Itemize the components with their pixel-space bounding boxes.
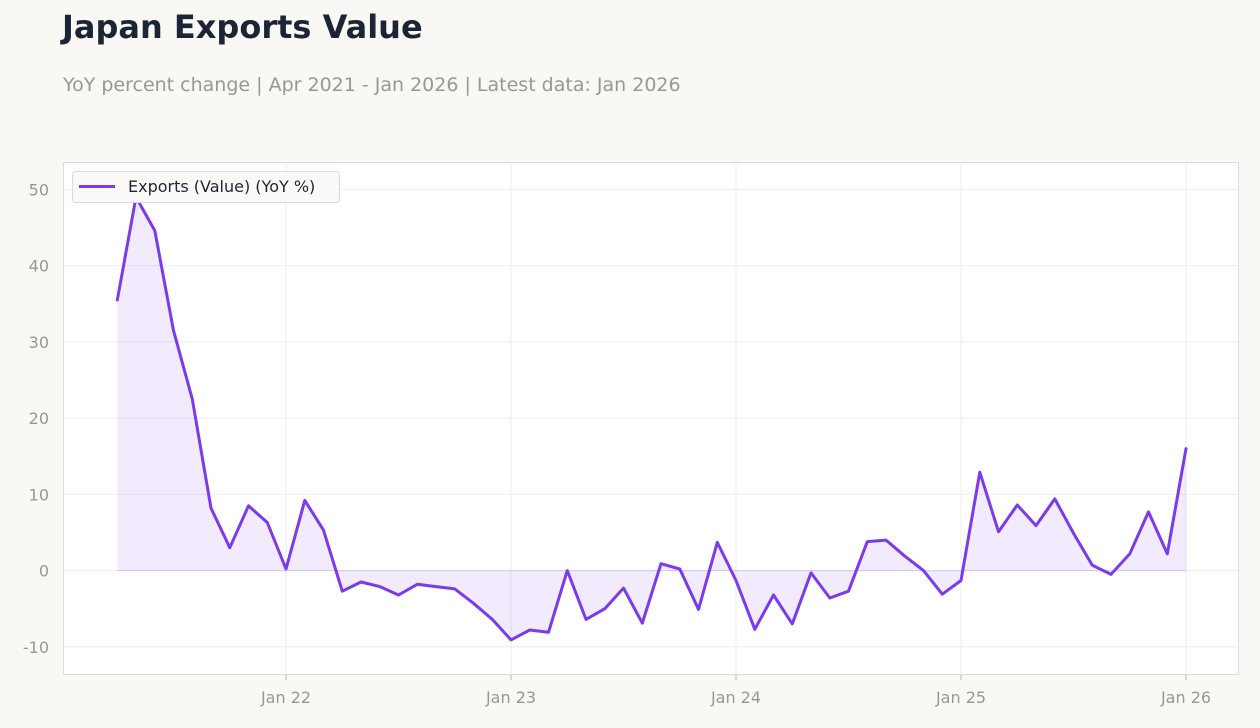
legend-label: Exports (Value) (YoY %)	[128, 177, 315, 196]
series-line	[115, 195, 1188, 642]
x-tick-label: Jan 22	[260, 688, 311, 707]
legend-box	[72, 171, 340, 203]
y-tick-label: 0	[39, 562, 49, 581]
plot-frame	[63, 162, 1239, 675]
y-axis: -10 0 10 20 30 40 50	[23, 180, 49, 656]
x-tick-label: Jan 25	[935, 688, 986, 707]
y-tick-label: -10	[23, 638, 49, 657]
x-tick-label: Jan 23	[485, 688, 536, 707]
y-tick-label: 50	[29, 180, 49, 199]
y-tick-label: 10	[29, 485, 49, 504]
legend[interactable]: Exports (Value) (YoY %)	[72, 171, 340, 203]
x-tick-label: Jan 24	[710, 688, 761, 707]
x-tick-label: Jan 26	[1160, 688, 1211, 707]
y-tick-label: 20	[29, 409, 49, 428]
chart-subtitle: YoY percent change | Apr 2021 - Jan 2026…	[63, 74, 681, 96]
x-axis: Jan 22 Jan 23 Jan 24 Jan 25 Jan 26	[260, 675, 1211, 707]
y-tick-label: 30	[29, 333, 49, 352]
chart-title: Japan Exports Value	[62, 8, 423, 46]
y-tick-label: 40	[29, 257, 49, 276]
